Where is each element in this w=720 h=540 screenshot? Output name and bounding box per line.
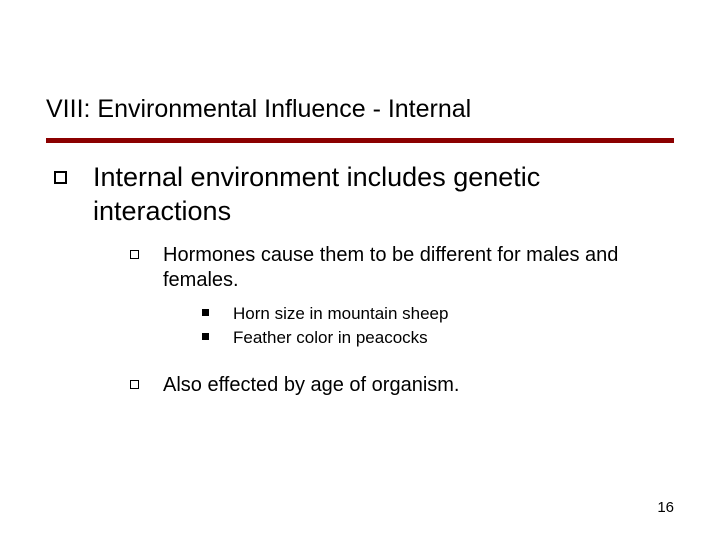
lvl3-text: Horn size in mountain sheep <box>233 303 448 325</box>
square-outline-icon <box>130 380 139 389</box>
bullet-level-3: Horn size in mountain sheep <box>202 303 674 327</box>
lvl3-text: Feather color in peacocks <box>233 327 428 349</box>
bullet-level-2: Hormones cause them to be different for … <box>130 243 674 297</box>
lvl2-group: Hormones cause them to be different for … <box>46 229 674 297</box>
lvl3-group: Horn size in mountain sheep Feather colo… <box>46 297 674 359</box>
bullet-level-3: Feather color in peacocks <box>202 327 674 351</box>
lvl2-text: Also effected by age of organism. <box>163 373 459 398</box>
lvl2-group: Also effected by age of organism. <box>46 359 674 402</box>
slide-title: VIII: Environmental Influence - Internal <box>46 94 674 134</box>
bullet-level-2: Also effected by age of organism. <box>130 373 674 402</box>
title-block: VIII: Environmental Influence - Internal <box>0 0 720 143</box>
page-number: 16 <box>657 499 674 516</box>
square-filled-icon <box>202 309 209 316</box>
content-area: Internal environment includes genetic in… <box>0 143 720 402</box>
square-outline-icon <box>54 171 67 184</box>
square-filled-icon <box>202 333 209 340</box>
square-outline-icon <box>130 250 139 259</box>
slide: VIII: Environmental Influence - Internal… <box>0 0 720 540</box>
lvl2-text: Hormones cause them to be different for … <box>163 243 674 293</box>
lvl1-text: Internal environment includes genetic in… <box>93 161 674 229</box>
bullet-level-1: Internal environment includes genetic in… <box>46 161 674 229</box>
